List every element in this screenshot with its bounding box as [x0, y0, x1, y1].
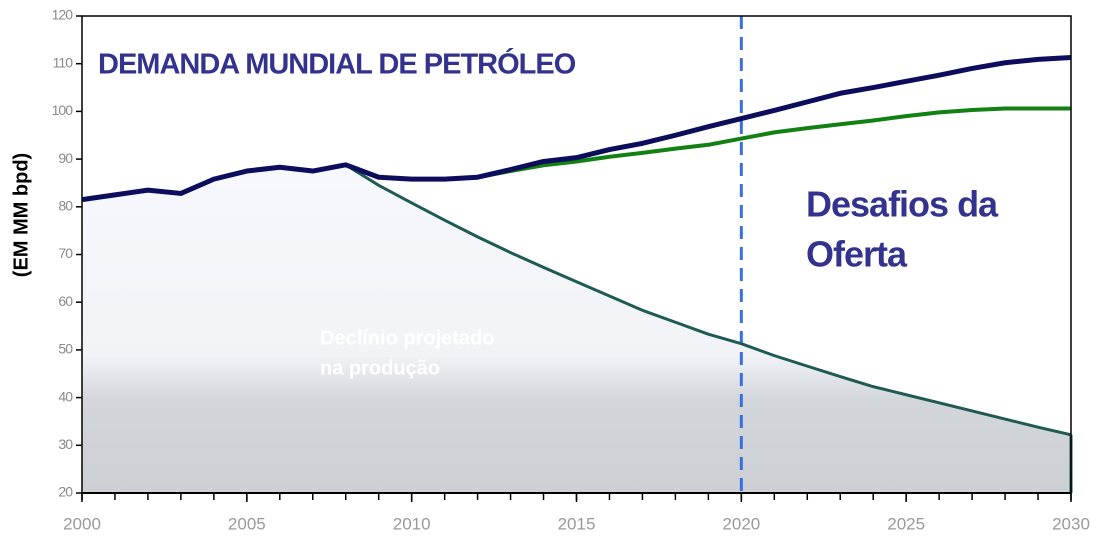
- y-tick-label: 90: [58, 150, 73, 166]
- x-tick-label: 2005: [228, 514, 266, 533]
- annotation: Desafios da: [806, 184, 999, 225]
- line-series: [81, 55, 1072, 203]
- line-series: [477, 106, 1071, 180]
- chart-title: DEMANDA MUNDIAL DE PETRÓLEO: [98, 47, 576, 81]
- annotation: na produção: [320, 357, 440, 379]
- y-tick-label: 100: [52, 102, 74, 118]
- y-axis-label: (EM MM bpd): [10, 153, 32, 277]
- x-tick-label: 2025: [887, 514, 925, 533]
- annotation: Declínio projetado: [320, 327, 494, 349]
- y-tick-label: 20: [58, 484, 73, 500]
- y-tick-label: 120: [52, 7, 74, 23]
- x-tick-label: 2015: [558, 514, 596, 533]
- annotation: Oferta: [806, 234, 908, 275]
- x-tick-label: 2030: [1052, 514, 1090, 533]
- y-tick-label: 70: [58, 245, 73, 261]
- y-tick-label: 60: [58, 293, 73, 309]
- x-tick-label: 2010: [393, 514, 431, 533]
- y-tick-label: 40: [58, 388, 73, 404]
- x-tick-label: 2020: [722, 514, 760, 533]
- y-tick-label: 50: [58, 341, 73, 357]
- area: [82, 164, 1071, 493]
- x-tick-label: 2000: [63, 514, 101, 533]
- y-tick-label: 80: [58, 198, 73, 214]
- y-tick-label: 110: [53, 54, 74, 70]
- y-tick-label: 30: [58, 436, 73, 452]
